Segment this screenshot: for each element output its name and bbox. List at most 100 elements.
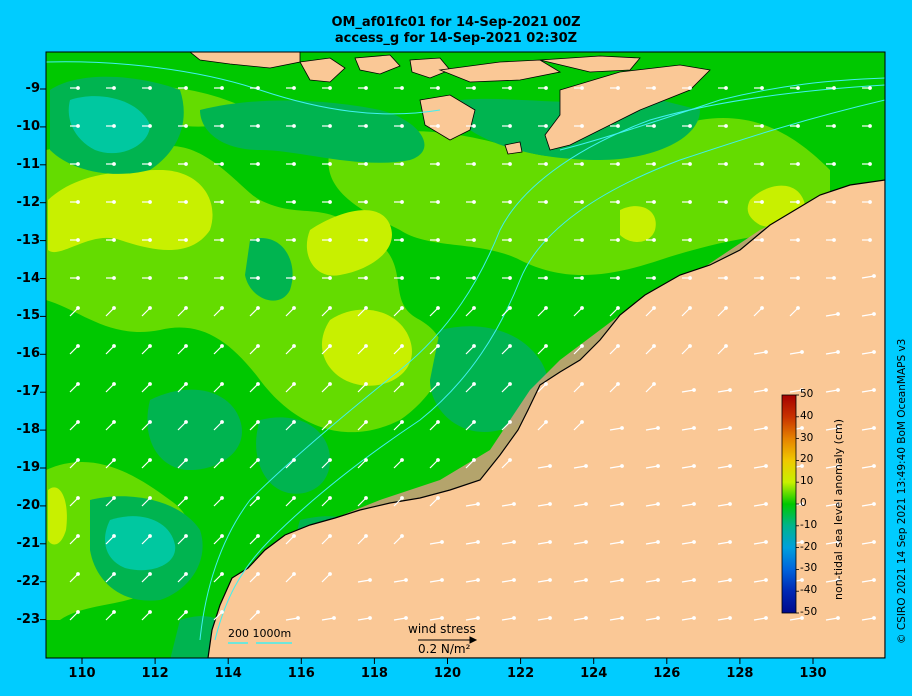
wind-arrow-head bbox=[112, 534, 116, 538]
wind-arrow-head bbox=[472, 86, 476, 90]
wind-arrow-head bbox=[328, 276, 332, 280]
wind-arrow-head bbox=[112, 382, 116, 386]
wind-arrow-head bbox=[220, 86, 224, 90]
wind-arrow-head bbox=[76, 610, 80, 614]
wind-arrow-head bbox=[292, 238, 296, 242]
wind-arrow-head bbox=[760, 276, 764, 280]
wind-arrow-head bbox=[404, 578, 408, 582]
wind-arrow-head bbox=[652, 238, 656, 242]
colorbar-tick-label: 20 bbox=[800, 453, 814, 466]
wind-arrow-head bbox=[800, 350, 804, 354]
wind-arrow-head bbox=[580, 306, 584, 310]
wind-arrow bbox=[609, 503, 623, 507]
wind-arrow-head bbox=[400, 86, 404, 90]
wind-arrow-head bbox=[328, 344, 332, 348]
wind-arrow-head bbox=[544, 344, 548, 348]
wind-arrow-head bbox=[256, 382, 260, 386]
wind-arrow-head bbox=[472, 306, 476, 310]
wind-arrow-head bbox=[328, 534, 332, 538]
wind-arrow bbox=[501, 579, 515, 583]
wind-arrow bbox=[753, 579, 767, 583]
wind-arrow-head bbox=[796, 86, 800, 90]
wind-arrow-head bbox=[256, 276, 260, 280]
latitude-label: -9 bbox=[25, 81, 40, 96]
wind-arrow-head bbox=[688, 86, 692, 90]
wind-arrow-head bbox=[148, 458, 152, 462]
wind-arrow-head bbox=[764, 426, 768, 430]
wind-arrow bbox=[861, 617, 875, 621]
wind-arrow-head bbox=[580, 162, 584, 166]
wind-arrow bbox=[681, 427, 695, 431]
wind-arrow-head bbox=[292, 420, 296, 424]
wind-arrow-head bbox=[400, 420, 404, 424]
wind-arrow-head bbox=[832, 200, 836, 204]
wind-arrow bbox=[321, 617, 335, 621]
wind-arrow-head bbox=[872, 502, 876, 506]
wind-arrow-head bbox=[616, 276, 620, 280]
wind-arrow-head bbox=[76, 200, 80, 204]
wind-arrow bbox=[717, 427, 731, 431]
wind-arrow-head bbox=[760, 306, 764, 310]
wind-arrow-head bbox=[832, 238, 836, 242]
wind-arrow-head bbox=[652, 86, 656, 90]
latitude-label: -11 bbox=[16, 156, 41, 172]
wind-arrow-head bbox=[368, 616, 372, 620]
wind-arrow bbox=[645, 541, 659, 545]
wind-arrow-head bbox=[548, 578, 552, 582]
wind-arrow-head bbox=[220, 420, 224, 424]
wind-arrow-head bbox=[472, 420, 476, 424]
wind-arrow-head bbox=[256, 534, 260, 538]
axis-ticks bbox=[40, 88, 814, 664]
wind-arrow-head bbox=[220, 610, 224, 614]
wind-arrow bbox=[573, 541, 587, 545]
wind-arrow-head bbox=[836, 540, 840, 544]
wind-arrow bbox=[645, 617, 659, 621]
wind-arrow-head bbox=[472, 276, 476, 280]
wind-arrow-head bbox=[76, 124, 80, 128]
longitude-label: 122 bbox=[507, 666, 535, 681]
wind-arrow-head bbox=[184, 86, 188, 90]
wind-arrow-head bbox=[184, 496, 188, 500]
wind-arrow-head bbox=[76, 382, 80, 386]
wind-arrow-head bbox=[796, 124, 800, 128]
wind-arrow-head bbox=[872, 578, 876, 582]
wind-arrow-head bbox=[328, 162, 332, 166]
wind-arrow-head bbox=[724, 276, 728, 280]
wind-arrow-head bbox=[148, 382, 152, 386]
wind-arrow-head bbox=[800, 578, 804, 582]
longitude-label: 110 bbox=[68, 666, 96, 681]
wind-arrow-head bbox=[800, 616, 804, 620]
wind-arrow bbox=[825, 389, 839, 393]
wind-arrow bbox=[465, 541, 479, 545]
wind-arrow-head bbox=[620, 502, 624, 506]
wind-arrow-head bbox=[472, 200, 476, 204]
wind-arrow-head bbox=[616, 200, 620, 204]
wind-arrow bbox=[645, 503, 659, 507]
wind-stress-value: 0.2 N/m² bbox=[418, 642, 471, 656]
wind-arrow bbox=[285, 617, 299, 621]
wind-arrow-head bbox=[764, 616, 768, 620]
wind-arrow-head bbox=[764, 464, 768, 468]
wind-arrow bbox=[789, 351, 803, 355]
wind-arrow-head bbox=[364, 124, 368, 128]
wind-arrow-head bbox=[112, 344, 116, 348]
wind-arrow-head bbox=[472, 124, 476, 128]
wind-arrow-head bbox=[400, 276, 404, 280]
wind-arrow-head bbox=[836, 502, 840, 506]
wind-arrow-head bbox=[656, 540, 660, 544]
wind-arrow-head bbox=[76, 162, 80, 166]
wind-arrow-head bbox=[292, 162, 296, 166]
wind-arrow-head bbox=[692, 540, 696, 544]
wind-arrow-head bbox=[400, 458, 404, 462]
wind-arrow-head bbox=[148, 200, 152, 204]
wind-arrow-head bbox=[836, 312, 840, 316]
wind-arrow-head bbox=[616, 124, 620, 128]
wind-arrow-head bbox=[868, 238, 872, 242]
wind-arrow-head bbox=[476, 616, 480, 620]
wind-arrow-head bbox=[868, 162, 872, 166]
wind-arrow-head bbox=[328, 420, 332, 424]
wind-arrow bbox=[465, 503, 479, 507]
wind-arrow bbox=[537, 617, 551, 621]
wind-arrow-head bbox=[872, 274, 876, 278]
